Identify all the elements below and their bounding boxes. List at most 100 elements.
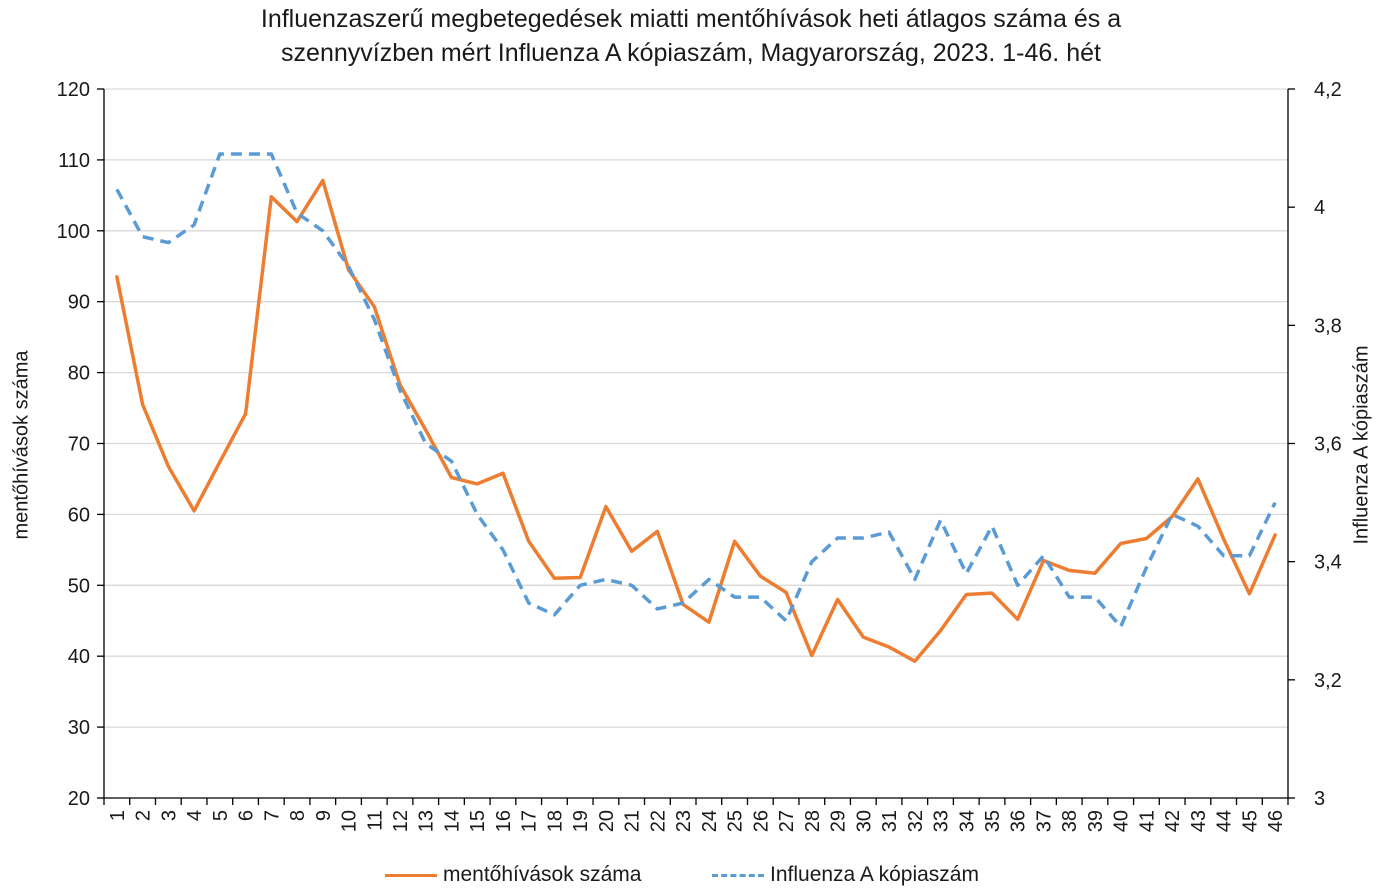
x-tick-label: 19 [570,810,592,832]
point-mentohivasok-33 [939,629,943,633]
point-influenza-34 [964,572,968,576]
y-tick-label-left: 70 [68,434,90,456]
point-mentohivasok-6 [244,412,248,416]
x-tick-label: 10 [339,810,361,832]
y-axis-title-right: Influenza A kópiaszám [1350,345,1373,545]
y-tick-label-left: 120 [57,79,90,101]
x-tick-label: 18 [544,810,566,832]
x-tick-label: 14 [441,810,463,832]
point-influenza-14 [450,459,454,463]
x-tick-label: 17 [519,810,541,832]
point-influenza-4 [192,223,196,227]
y-tick-label-left: 20 [68,788,90,810]
point-influenza-29 [836,536,840,540]
point-mentohivasok-14 [450,476,454,480]
point-influenza-35 [990,524,994,528]
y-tick-label-right: 3,2 [1314,670,1342,692]
y-tick-label-right: 3,8 [1314,315,1342,337]
x-tick-label: 34 [956,810,978,832]
point-influenza-5 [218,152,222,156]
series-lines [115,152,1277,663]
y-tick-label-right: 4,2 [1314,79,1342,101]
point-influenza-43 [1196,524,1200,528]
x-tick-label: 20 [596,810,618,832]
point-influenza-38 [1067,595,1071,599]
x-tick-label: 6 [236,810,258,821]
point-mentohivasok-17 [527,539,531,543]
point-influenza-32 [913,577,917,581]
x-tick-label: 12 [390,810,412,832]
legend-label-mentohivasok: mentőhívások száma [443,863,642,886]
x-tick-label: 26 [750,810,772,832]
point-influenza-28 [810,560,814,564]
x-tick-label: 28 [802,810,824,832]
x-tick-label: 39 [1085,810,1107,832]
legend-label-influenza: Influenza A kópiaszám [770,863,979,886]
point-influenza-39 [1093,595,1097,599]
x-tick-label: 11 [364,810,386,831]
point-mentohivasok-40 [1119,542,1123,546]
x-tick-label: 15 [467,810,489,832]
point-mentohivasok-46 [1273,533,1277,537]
x-tick-label: 9 [313,810,335,821]
point-influenza-44 [1222,554,1226,558]
tick-labels: 203040506070809010011012033,23,43,63,844… [57,79,1342,832]
point-influenza-23 [681,601,685,605]
x-tick-label: 3 [158,810,180,821]
y-tick-label-left: 110 [58,150,90,172]
point-influenza-41 [1144,566,1148,570]
x-tick-label: 27 [776,810,798,832]
point-influenza-30 [861,536,865,540]
legend-item-influenza: Influenza A kópiaszám [712,860,979,890]
y-tick-label-left: 100 [57,221,90,243]
series-line-mentohivasok [115,178,1277,663]
x-tick-label: 37 [1033,810,1055,832]
point-mentohivasok-7 [269,195,273,199]
point-mentohivasok-44 [1222,537,1226,541]
x-tick-label: 43 [1188,810,1210,832]
point-influenza-22 [655,607,659,611]
x-tick-label: 2 [133,810,155,821]
point-influenza-20 [604,577,608,581]
x-tick-label: 32 [905,810,927,832]
point-influenza-15 [475,512,479,516]
y-tick-label-left: 50 [68,575,90,597]
point-influenza-46 [1273,501,1277,505]
x-tick-label: 23 [673,810,695,832]
point-influenza-3 [166,241,170,245]
point-mentohivasok-8 [295,220,299,224]
x-tick-label: 7 [261,810,283,821]
x-tick-label: 44 [1214,810,1236,832]
x-tick-label: 42 [1162,810,1184,832]
point-mentohivasok-30 [861,635,865,639]
point-influenza-27 [784,619,788,623]
legend-swatch-dashed [712,873,764,877]
point-influenza-31 [887,530,891,534]
point-mentohivasok-38 [1067,568,1071,572]
point-mentohivasok-9 [321,179,325,183]
legend-swatch-solid [385,873,437,877]
x-tick-label: 36 [1008,810,1030,832]
point-mentohivasok-26 [758,574,762,578]
x-tick-label: 31 [879,810,901,832]
point-mentohivasok-28 [810,654,814,658]
point-mentohivasok-25 [733,539,737,543]
series-line-influenza [115,152,1277,629]
point-influenza-42 [1170,512,1174,516]
x-tick-label: 13 [416,810,438,832]
point-mentohivasok-1 [115,275,119,279]
point-influenza-6 [244,152,248,156]
point-influenza-16 [501,548,505,552]
y-tick-label-left: 60 [68,504,90,526]
y-tick-label-right: 3,4 [1314,552,1342,574]
point-influenza-26 [758,595,762,599]
x-tick-label: 22 [647,810,669,832]
chart-title-line-1: Influenzaszerű megbetegedések miatti men… [260,5,1122,33]
point-influenza-8 [295,211,299,215]
y-tick-label-left: 30 [68,717,90,739]
point-influenza-17 [527,601,531,605]
point-influenza-18 [552,613,556,617]
point-influenza-1 [115,187,119,191]
point-influenza-40 [1119,625,1123,629]
